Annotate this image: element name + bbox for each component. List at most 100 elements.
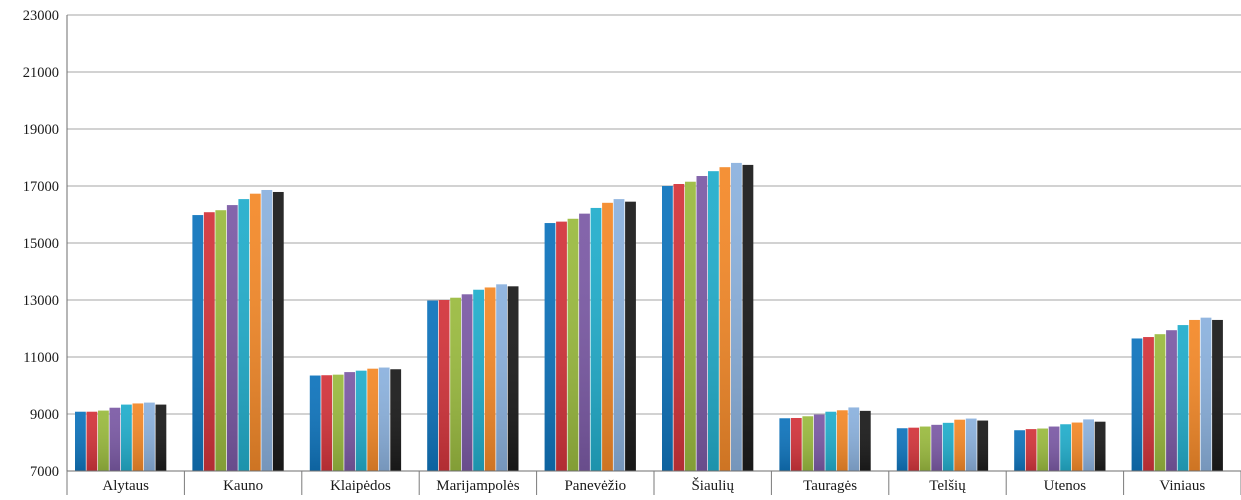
bars	[75, 162, 1223, 472]
y-tick-label: 9000	[30, 407, 59, 423]
bar-shading	[1048, 426, 1060, 471]
bar-shading	[1131, 338, 1143, 471]
bar-group-5	[544, 199, 636, 472]
x-category-label: Panevėžio	[564, 478, 626, 494]
x-axis-category-labels: Alytaus Kauno Klaipėdos Marijampolės Panevėž…	[102, 477, 1205, 494]
bar-shading	[249, 193, 261, 471]
bar-shading	[496, 284, 507, 471]
bar-shading	[1094, 421, 1106, 471]
x-category-label: Viniaus	[1159, 478, 1205, 494]
x-category-label: Utenos	[1044, 478, 1087, 494]
bar-shading	[1166, 330, 1177, 471]
x-category-label: Telšių	[929, 478, 966, 494]
bar-shading	[1177, 325, 1189, 471]
bar-shading	[673, 184, 685, 471]
bar-shading	[825, 411, 837, 471]
bar-shading	[1083, 419, 1094, 471]
bar-shading	[1071, 422, 1083, 471]
bar-shading	[332, 374, 344, 471]
y-tick-label: 7000	[30, 464, 59, 480]
bar-shading	[450, 297, 461, 471]
bar-shading	[507, 286, 519, 471]
y-tick-label: 13000	[23, 293, 59, 309]
x-category-label: Tauragės	[803, 478, 857, 494]
bar-shading	[954, 419, 966, 471]
bar-shading	[848, 407, 860, 471]
y-tick-label: 21000	[23, 65, 59, 81]
x-category-label: Marijampolės	[436, 478, 519, 494]
bar-shading	[203, 212, 215, 471]
bar-shading	[461, 294, 473, 471]
bar-shading	[544, 223, 556, 471]
bar-shading	[942, 422, 954, 471]
bar-shading	[579, 213, 590, 471]
bar-shading	[344, 372, 356, 471]
bar-shading	[473, 289, 484, 471]
bar-shading	[215, 210, 227, 471]
bar-shading	[98, 410, 109, 471]
x-category-label: Šiaulių	[691, 477, 734, 494]
bar-shading	[931, 424, 943, 471]
bar-group-7	[779, 407, 871, 471]
bar-shading	[438, 300, 450, 471]
bar-shading	[567, 218, 579, 471]
bar-shading	[355, 370, 367, 471]
bar-shading	[144, 402, 155, 471]
bar-shading	[309, 375, 321, 471]
bar-shading	[1200, 317, 1212, 471]
y-tick-label: 19000	[23, 122, 59, 138]
bar-shading	[836, 410, 848, 471]
bar-shading	[1212, 319, 1223, 471]
bar-shading	[192, 215, 204, 471]
x-category-label: Klaipėdos	[330, 478, 391, 494]
bar-group-4	[427, 284, 519, 471]
bar-shading	[556, 221, 567, 471]
bar-group-3	[309, 367, 402, 471]
bar-shading	[272, 191, 284, 472]
bar-shading	[1154, 334, 1166, 471]
bar-group-6	[662, 162, 754, 472]
x-category-label: Kauno	[223, 478, 263, 494]
bar-shading	[708, 171, 719, 471]
bar-shading	[1189, 319, 1200, 471]
bar-shading	[321, 375, 333, 471]
bar-shading	[1143, 337, 1154, 471]
bar-shading	[238, 199, 250, 472]
bar-shading	[75, 411, 86, 471]
bar-group-8	[896, 418, 989, 471]
bar-shading	[802, 416, 814, 471]
bar-shading	[965, 418, 977, 471]
bar-shading	[859, 410, 871, 471]
x-category-label: Alytaus	[102, 478, 149, 494]
bar-shading	[1014, 430, 1025, 471]
bar-shading	[719, 167, 731, 471]
bar-shading	[155, 404, 167, 471]
bar-shading	[919, 426, 931, 471]
bar-shading	[109, 407, 121, 471]
y-tick-label: 17000	[23, 179, 59, 195]
axes	[66, 15, 1241, 495]
bar-shading	[696, 176, 708, 471]
bar-shading	[790, 417, 802, 471]
bar-shading	[378, 367, 390, 471]
bar-shading	[86, 411, 98, 471]
bar-shading	[731, 162, 742, 472]
bar-shading	[602, 202, 613, 471]
bar-group-2	[192, 189, 284, 472]
bar-shading	[896, 428, 908, 471]
bar-shading	[813, 414, 825, 471]
bar-shading	[1025, 429, 1037, 471]
bar-shading	[685, 181, 696, 471]
bar-group-10	[1131, 317, 1223, 471]
y-axis-tick-labels: 7000 9000 11000 13000 15000 17000 19000 21000 23…	[23, 8, 59, 480]
bar-shading	[367, 368, 379, 471]
bar-shading	[977, 420, 989, 471]
bar-shading	[121, 404, 132, 471]
bar-group-9	[1014, 419, 1106, 471]
bar-shading	[625, 201, 636, 472]
bar-shading	[779, 418, 791, 471]
bar-shading	[226, 205, 238, 471]
bar-shading	[662, 186, 673, 471]
